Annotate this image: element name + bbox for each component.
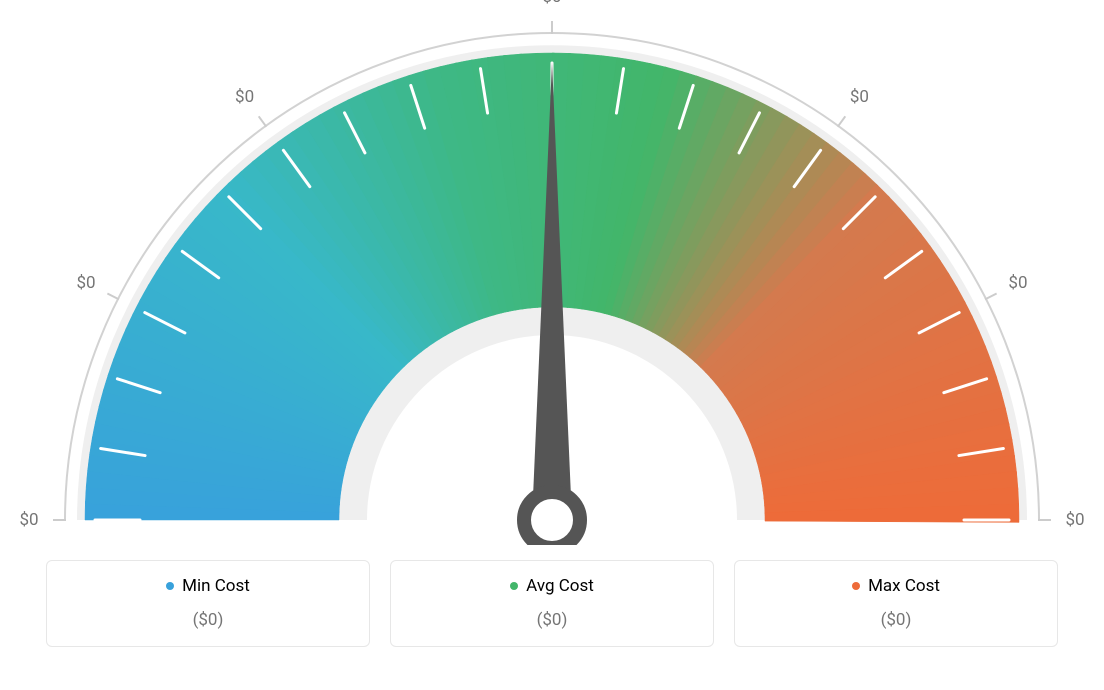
legend-value-min: ($0)	[47, 610, 369, 630]
gauge-tick-label: $0	[542, 0, 561, 7]
legend-row: Min Cost ($0) Avg Cost ($0) Max Cost ($0…	[46, 560, 1058, 647]
legend-text-avg: Avg Cost	[526, 576, 594, 596]
legend-label-avg: Avg Cost	[510, 576, 594, 596]
gauge-tick-label: $0	[76, 273, 95, 293]
gauge-tick-label: $0	[1065, 510, 1084, 530]
legend-card-max: Max Cost ($0)	[734, 560, 1058, 647]
gauge-chart	[0, 0, 1104, 545]
legend-label-max: Max Cost	[852, 576, 940, 596]
legend-card-min: Min Cost ($0)	[46, 560, 370, 647]
legend-label-min: Min Cost	[166, 576, 250, 596]
legend-dot-avg	[510, 582, 518, 590]
cost-gauge-container: $0 $0 $0 $0 $0 $0 $0 Min Cost ($0) Avg Cost ($…	[0, 0, 1104, 690]
legend-card-avg: Avg Cost ($0)	[390, 560, 714, 647]
gauge-tick-label: $0	[19, 510, 38, 530]
legend-dot-min	[166, 582, 174, 590]
legend-text-min: Min Cost	[182, 576, 250, 596]
gauge-tick-label: $0	[850, 87, 869, 107]
legend-dot-max	[852, 582, 860, 590]
gauge-tick-label: $0	[235, 87, 254, 107]
legend-value-avg: ($0)	[391, 610, 713, 630]
gauge-tick-label: $0	[1008, 273, 1027, 293]
gauge-svg	[0, 0, 1104, 545]
legend-text-max: Max Cost	[868, 576, 940, 596]
legend-value-max: ($0)	[735, 610, 1057, 630]
